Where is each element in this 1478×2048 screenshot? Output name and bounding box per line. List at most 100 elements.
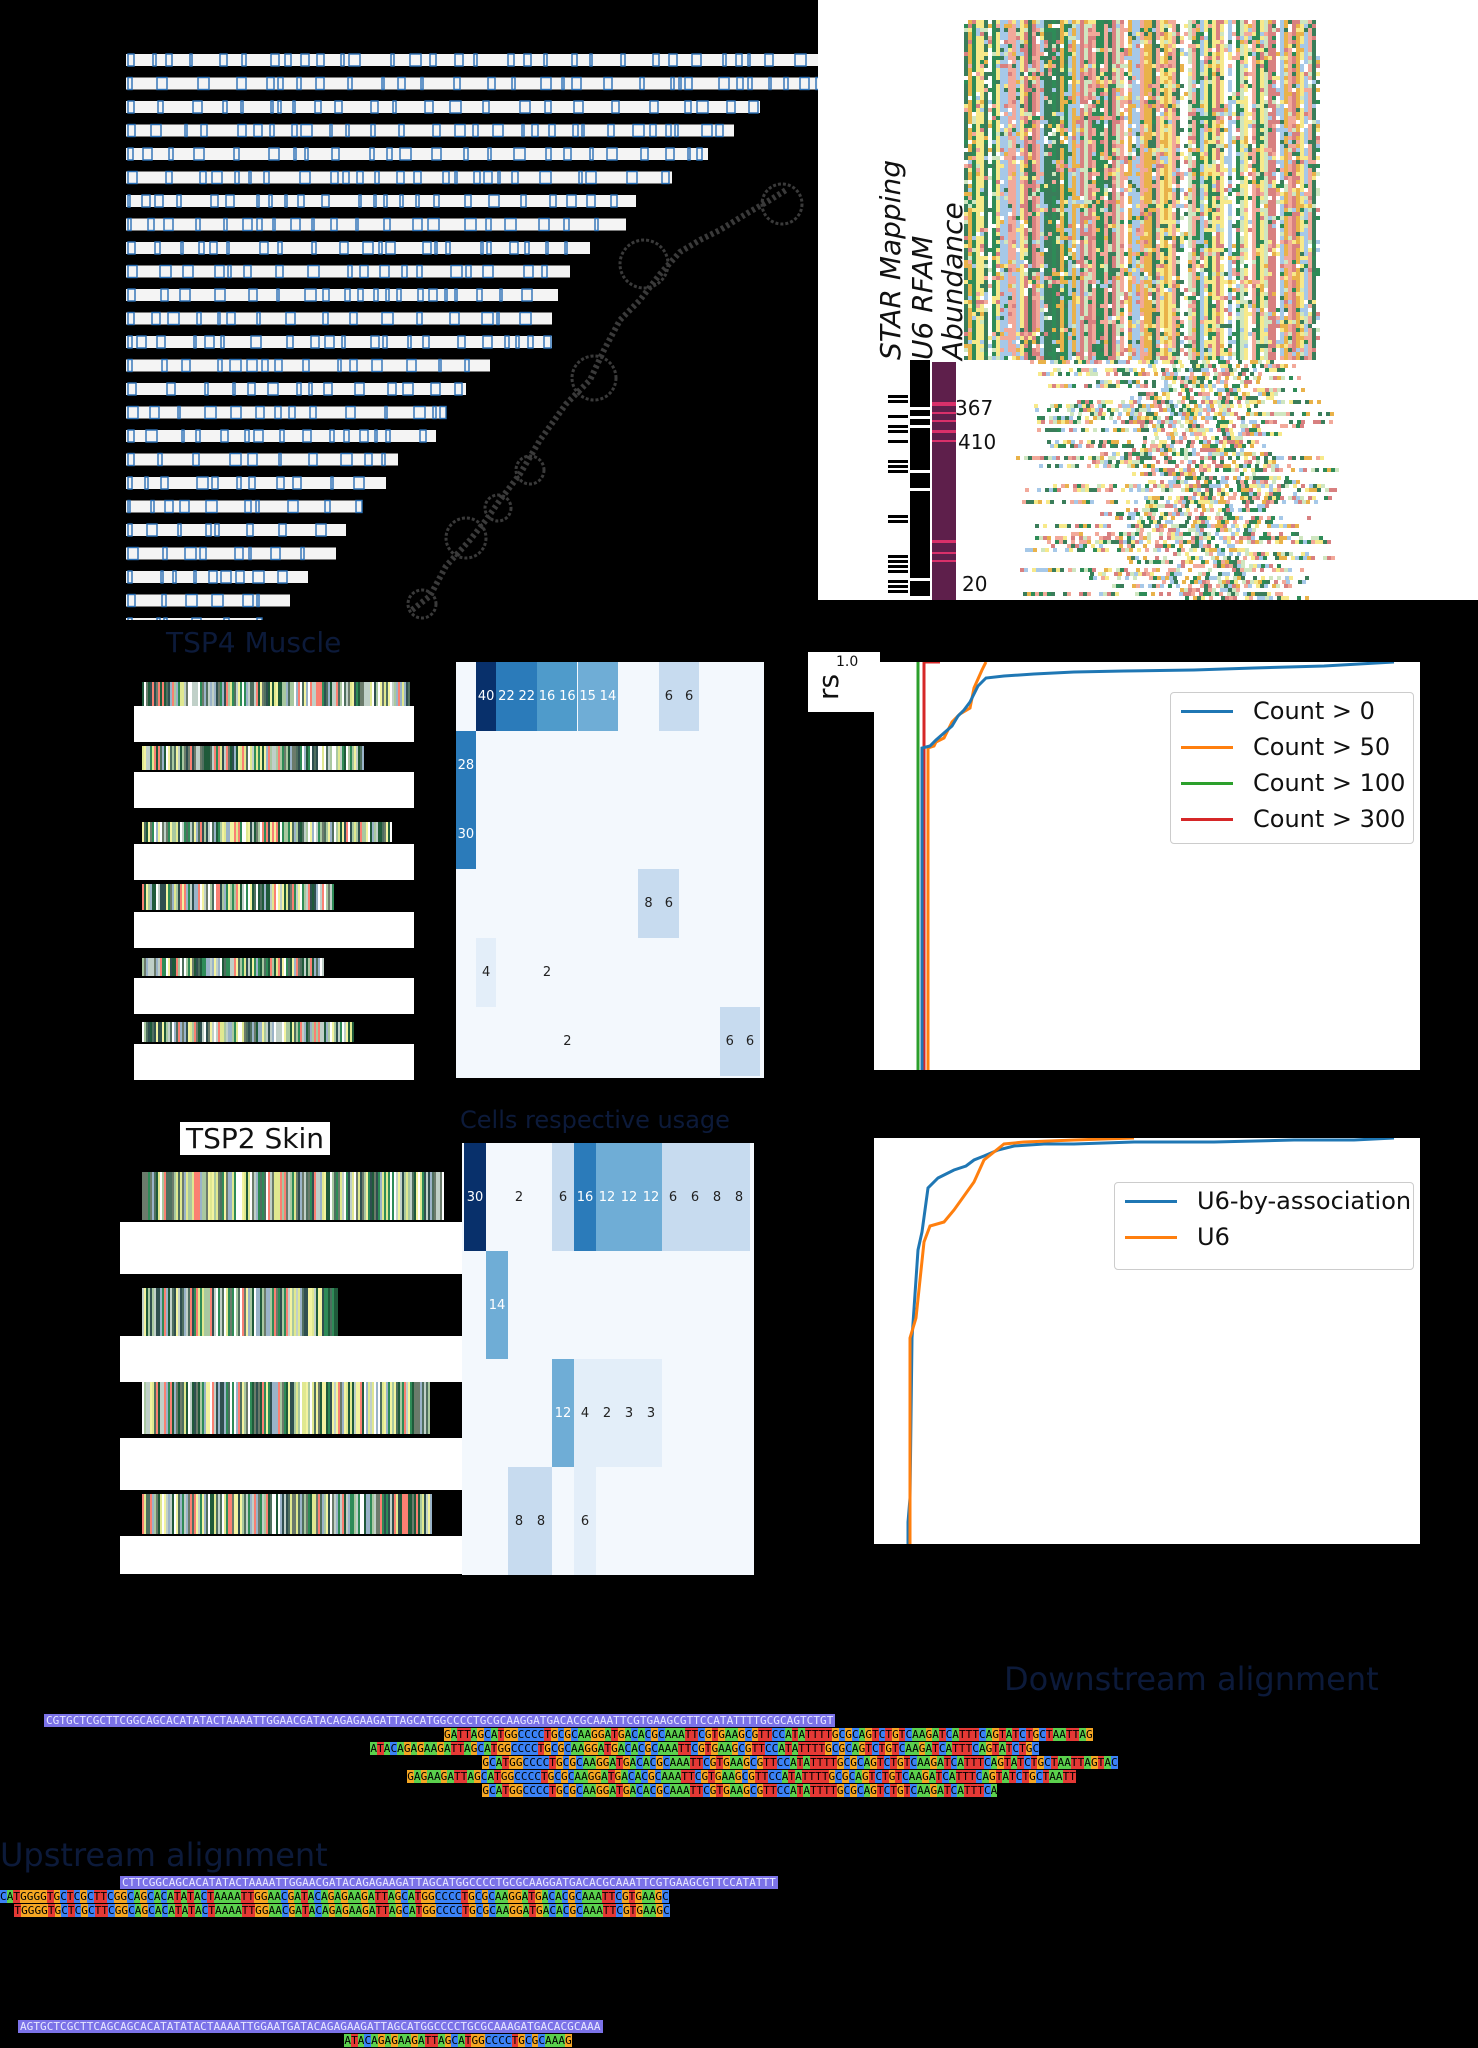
msa-cell [1060, 252, 1064, 256]
msa-cell [1172, 216, 1176, 220]
msa-cell [1188, 124, 1192, 128]
msa-cell [1028, 248, 1032, 252]
msa-cell [1144, 72, 1148, 76]
msa-cell [988, 140, 992, 144]
msa-cell [976, 20, 980, 24]
msa-cell [1192, 268, 1196, 272]
msa-cell [996, 340, 1000, 344]
msa-cell [1120, 280, 1124, 284]
msa-cell [988, 348, 992, 352]
msa-cell [980, 108, 984, 112]
msa-cell [984, 40, 988, 44]
msa-cell [1032, 312, 1036, 316]
msa-cell [1112, 248, 1116, 252]
msa-cell [1036, 204, 1040, 208]
msa-cell [1116, 316, 1120, 320]
msa-cell [1048, 220, 1052, 224]
msa-cell [1172, 68, 1176, 72]
msa-cell [1184, 224, 1188, 228]
msa-cell [968, 172, 972, 176]
msa-cell [1116, 272, 1120, 276]
msa-cell [1004, 56, 1008, 60]
msa-cell [1000, 260, 1004, 264]
msa-cell [1168, 328, 1172, 332]
msa-cell [1092, 284, 1096, 288]
msa-cell [1092, 352, 1096, 356]
msa-cell [1168, 20, 1172, 24]
msa-cell [1176, 164, 1180, 168]
msa-cell [976, 72, 980, 76]
msa-cell [1140, 312, 1144, 316]
msa-cell [1052, 48, 1056, 52]
msa-cell [996, 256, 1000, 260]
msa-cell [1096, 352, 1100, 356]
msa-cell [1028, 136, 1032, 140]
msa-cell [1176, 108, 1180, 112]
msa-cell [1116, 232, 1120, 236]
msa-cell [1036, 308, 1040, 312]
msa-cell [1016, 104, 1020, 108]
msa-cell [1084, 356, 1088, 360]
msa-cell [1064, 324, 1068, 328]
msa-cell [1128, 204, 1132, 208]
msa-cell [1036, 328, 1040, 332]
msa-cell [1104, 212, 1108, 216]
msa-cell [1120, 352, 1124, 356]
msa-cell [1156, 216, 1160, 220]
msa-cell [992, 224, 996, 228]
msa-cell [1020, 272, 1024, 276]
msa-cell [992, 44, 996, 48]
msa-cell [1160, 276, 1164, 280]
msa-cell [964, 336, 968, 340]
msa-cell [1044, 140, 1048, 144]
msa-cell [1180, 80, 1184, 84]
msa-cell [1080, 128, 1084, 132]
msa-cell [1100, 264, 1104, 268]
msa-cell [1020, 168, 1024, 172]
msa-cell [1140, 316, 1144, 320]
msa-cell [1180, 280, 1184, 284]
msa-cell [1176, 112, 1180, 116]
msa-cell [1136, 124, 1140, 128]
msa-cell [1156, 316, 1160, 320]
msa-cell [1068, 252, 1072, 256]
msa-cell [1076, 196, 1080, 200]
msa-cell [964, 196, 968, 200]
msa-cell [1092, 116, 1096, 120]
msa-cell [1052, 288, 1056, 292]
msa-cell [972, 100, 976, 104]
msa-cell [964, 68, 968, 72]
msa-cell [988, 288, 992, 292]
msa-cell [1112, 320, 1116, 324]
msa-cell [1124, 40, 1128, 44]
msa-cell [1196, 116, 1200, 120]
msa-cell [964, 240, 968, 244]
msa-cell [1104, 76, 1108, 80]
msa-cell [1164, 164, 1168, 168]
msa-cell [1004, 356, 1008, 360]
msa-cell [1164, 148, 1168, 152]
msa-cell [1112, 140, 1116, 144]
msa-cell [1076, 104, 1080, 108]
msa-cell [1064, 80, 1068, 84]
msa-cell [988, 256, 992, 260]
msa-cell [1140, 84, 1144, 88]
msa-cell [1088, 148, 1092, 152]
msa-cell [1048, 356, 1052, 360]
msa-cell [1000, 116, 1004, 120]
msa-cell [1020, 340, 1024, 344]
msa-cell [1032, 244, 1036, 248]
msa-cell [1076, 248, 1080, 252]
msa-cell [1056, 332, 1060, 336]
msa-cell [1100, 64, 1104, 68]
msa-cell [1116, 200, 1120, 204]
msa-cell [1044, 288, 1048, 292]
msa-cell [1184, 188, 1188, 192]
msa-cell [1152, 48, 1156, 52]
msa-cell [996, 188, 1000, 192]
msa-cell [1008, 244, 1012, 248]
msa-cell [1160, 120, 1164, 124]
msa-cell [1084, 176, 1088, 180]
msa-cell [1156, 152, 1160, 156]
msa-cell [1164, 180, 1168, 184]
